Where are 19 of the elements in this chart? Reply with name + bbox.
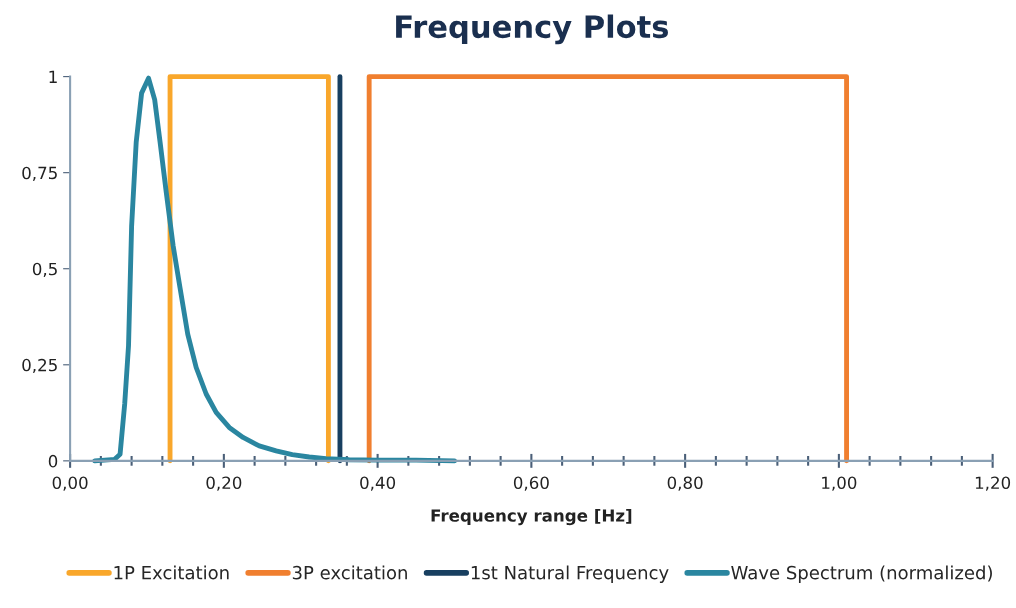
chart-title: Frequency Plots — [396, 14, 668, 45]
x-tick-label: 1,20 — [975, 476, 1011, 491]
legend-label: 1P Excitation — [114, 565, 229, 580]
x-tick-label: 0,00 — [52, 476, 88, 491]
y-tick-label: 0,5 — [32, 262, 57, 278]
legend-label: 3P excitation — [292, 565, 407, 580]
x-tick-label: 0,80 — [667, 476, 703, 491]
y-tick-label: 0 — [48, 454, 58, 468]
legend-label: 1st Natural Frequency — [471, 565, 669, 583]
x-tick-label: 0,40 — [360, 476, 396, 491]
x-axis-title: Frequency range [Hz] — [431, 508, 632, 526]
y-tick-label: 0,75 — [22, 166, 57, 181]
x-tick-label: 1,00 — [822, 476, 857, 491]
legend-label: Wave Spectrum (normalized) — [731, 565, 992, 583]
line-series — [92, 75, 457, 464]
x-tick-label: 0,60 — [513, 476, 549, 491]
x-tick-label: 0,20 — [206, 476, 242, 491]
y-tick-label: 0,25 — [22, 358, 57, 374]
y-tick-label: 1 — [49, 70, 57, 83]
